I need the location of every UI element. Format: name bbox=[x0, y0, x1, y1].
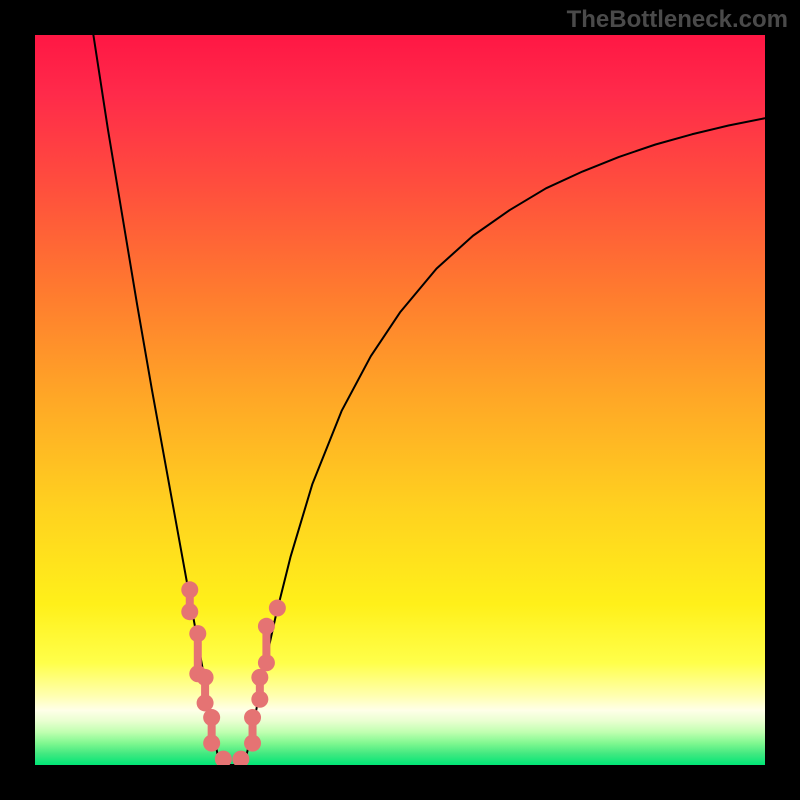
left-curve bbox=[93, 35, 224, 765]
marker-3 bbox=[203, 709, 220, 752]
right-curve bbox=[239, 118, 765, 765]
marker-2 bbox=[197, 669, 214, 712]
plot-area bbox=[35, 35, 765, 765]
marker-6 bbox=[244, 709, 261, 752]
marker-7 bbox=[251, 669, 268, 708]
bottleneck-curve-chart bbox=[35, 35, 765, 765]
marker-0 bbox=[181, 581, 198, 620]
watermark-text: TheBottleneck.com bbox=[567, 6, 788, 34]
marker-9 bbox=[269, 600, 286, 617]
marker-8 bbox=[258, 618, 275, 672]
chart-container: TheBottleneck.com bbox=[0, 0, 800, 800]
